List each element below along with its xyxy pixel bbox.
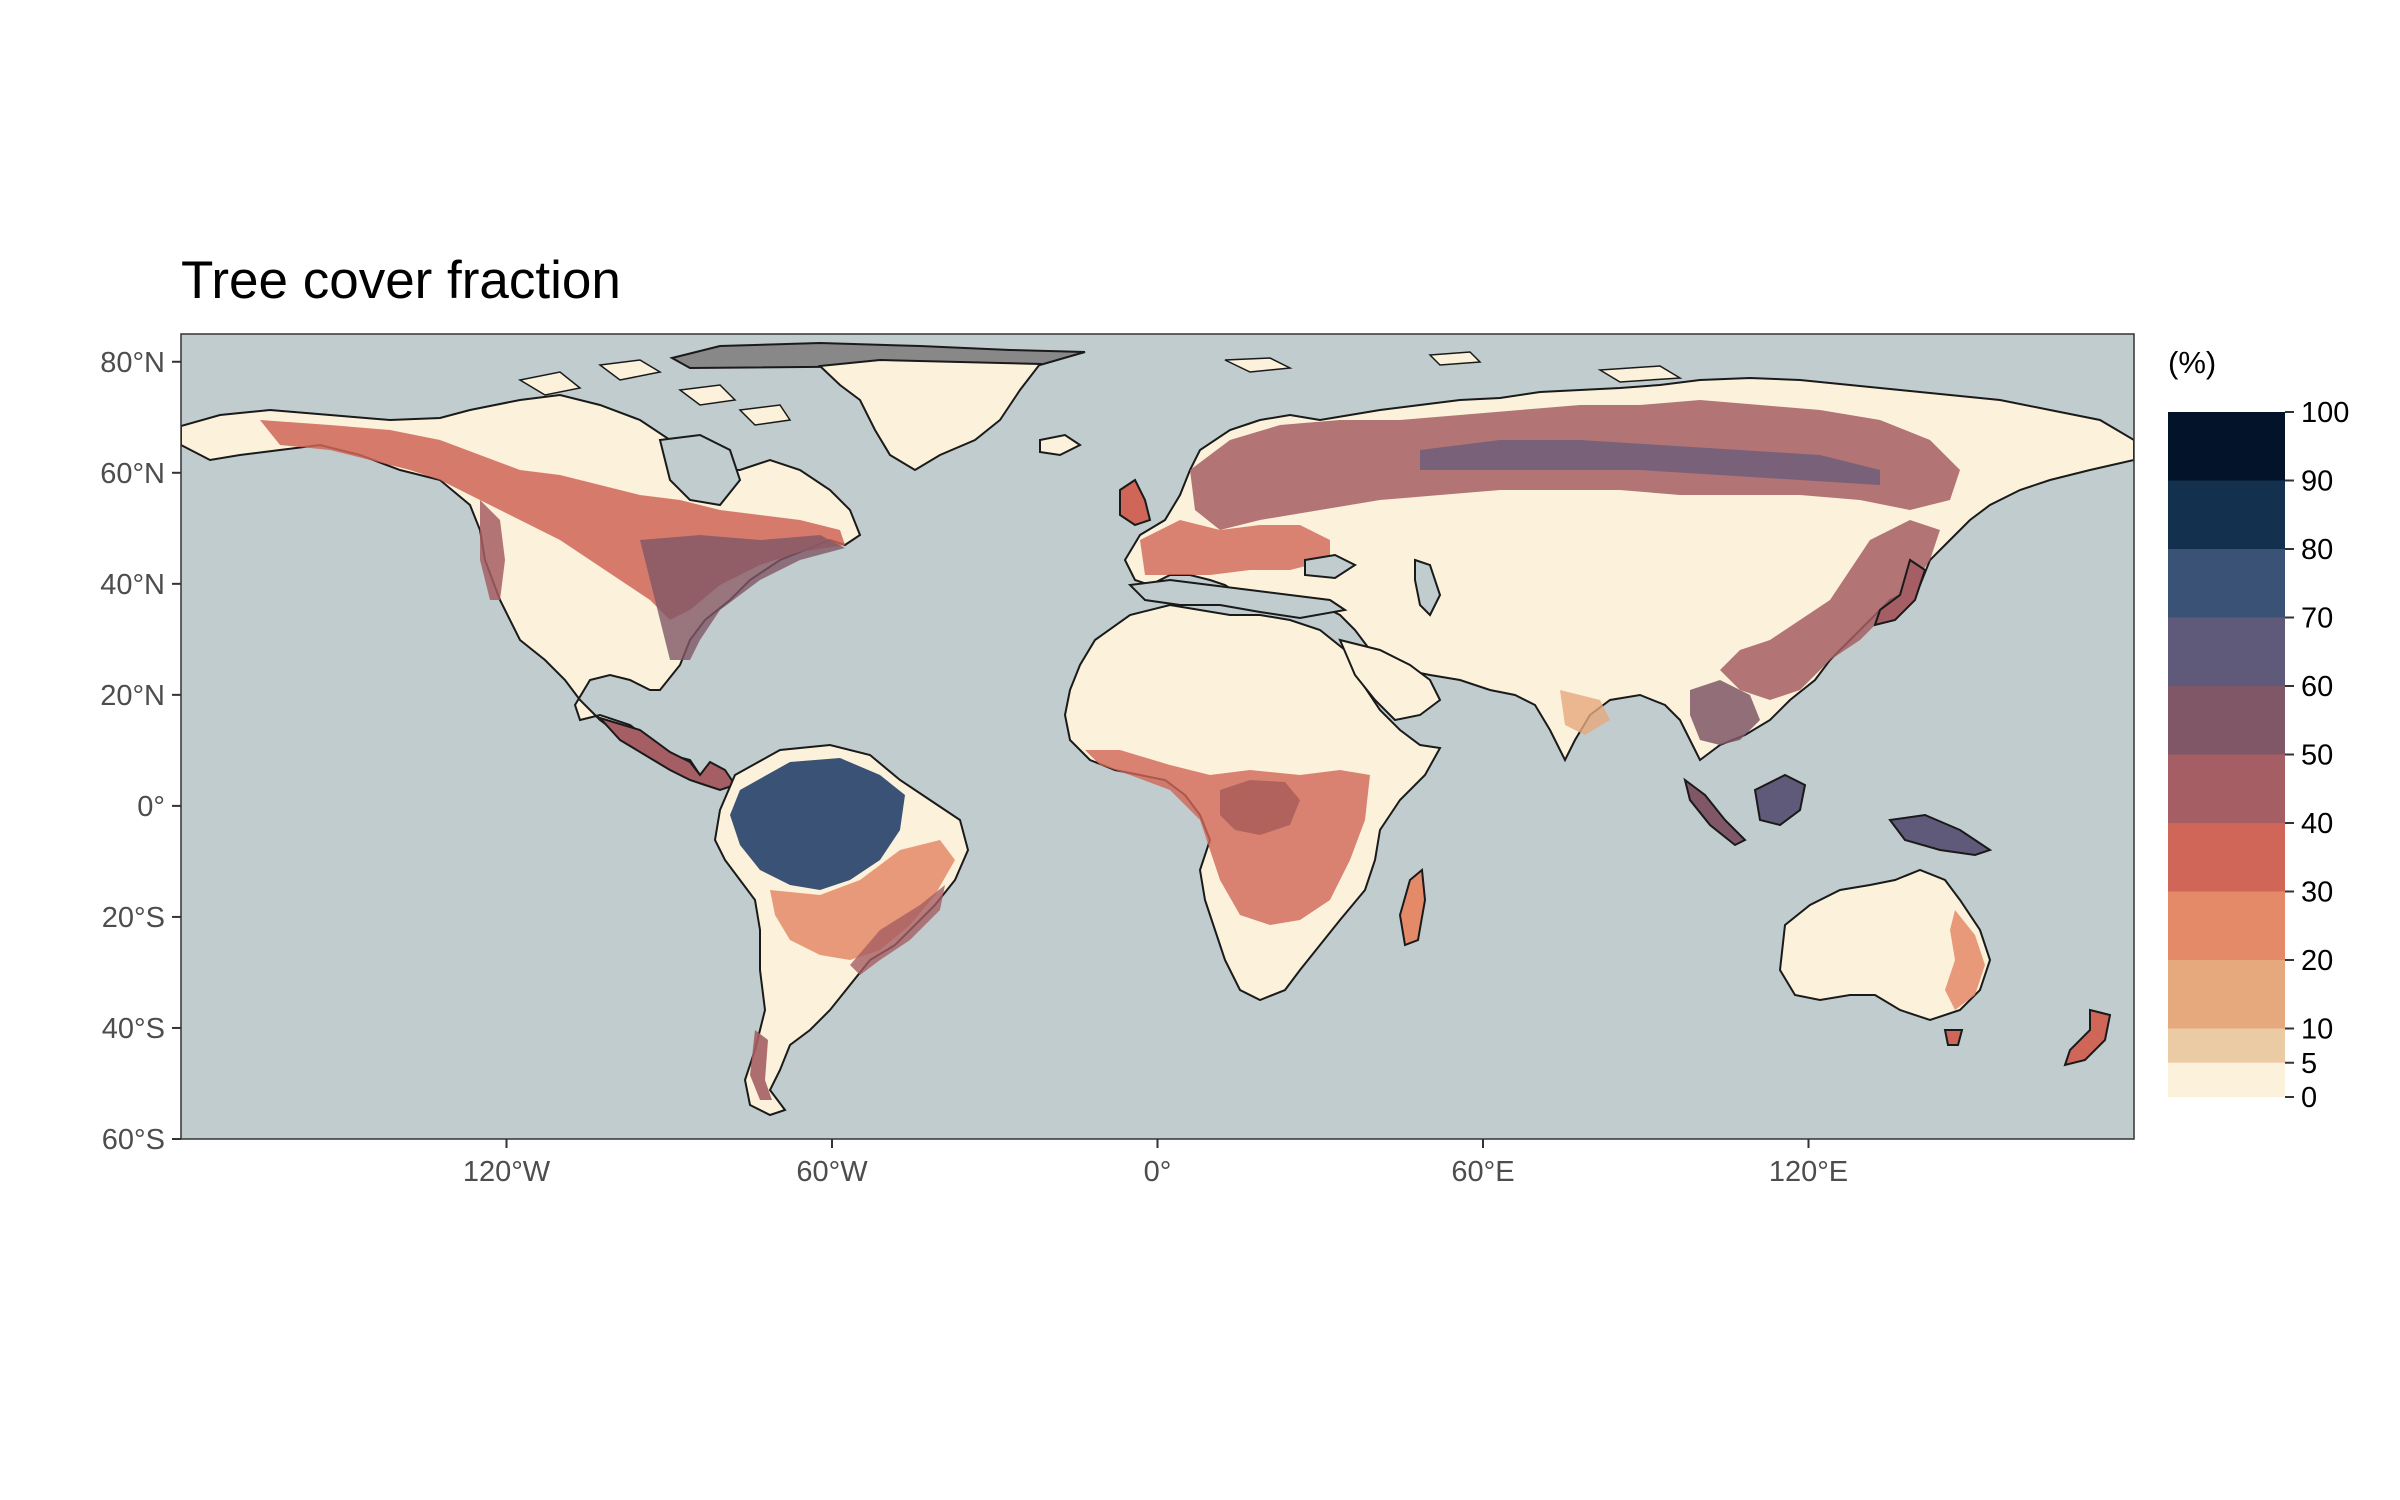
japan	[1873, 558, 1927, 627]
black-sea	[1304, 553, 1358, 580]
legend-label: 60	[2301, 671, 2333, 703]
legend-label: 30	[2301, 877, 2333, 909]
legend-swatch	[2168, 754, 2285, 823]
legend-swatch	[2168, 823, 2285, 892]
x-tick-label: 0°	[1144, 1156, 1172, 1188]
x-tick-label: 60°E	[1451, 1156, 1514, 1188]
legend-label: 0	[2301, 1082, 2317, 1114]
y-tick-label: 40°N	[100, 569, 165, 601]
southeast-asia-forest	[1690, 680, 1760, 745]
land-layer	[181, 341, 2134, 1117]
legend-swatch	[2168, 686, 2285, 755]
hudson-bay	[658, 433, 742, 507]
legend-colorbar	[2168, 412, 2285, 1097]
map-panel	[180, 333, 2135, 1140]
legend-label: 90	[2301, 466, 2333, 498]
sa-atlantic-forest	[850, 885, 945, 975]
legend-label: 10	[2301, 1014, 2333, 1046]
new-guinea	[1888, 813, 1993, 857]
na-east-forest	[640, 535, 845, 660]
legend-swatch	[2168, 412, 2285, 481]
sa-chile-forest	[750, 1030, 772, 1100]
new-zealand	[2063, 1008, 2112, 1067]
legend-label: 20	[2301, 945, 2333, 977]
y-tick-label: 60°S	[102, 1124, 165, 1156]
sumatra	[1683, 777, 1747, 847]
x-tick-label: 120°E	[1769, 1156, 1848, 1188]
legend-label: 80	[2301, 534, 2333, 566]
legend-label: 40	[2301, 808, 2333, 840]
legend-title: (%)	[2168, 345, 2216, 380]
legend-label: 100	[2301, 397, 2349, 429]
madagascar	[1398, 868, 1427, 947]
legend-label: 5	[2301, 1048, 2317, 1080]
canadian-archipelago	[517, 359, 792, 426]
sa-amazon-forest	[730, 758, 905, 890]
y-tick-label: 40°S	[102, 1013, 165, 1045]
legend-swatch	[2168, 617, 2285, 686]
legend-swatch	[2168, 549, 2285, 618]
arctic-islands	[1224, 351, 1683, 383]
borneo	[1753, 773, 1807, 827]
eurasia-forest-dark	[1420, 440, 1880, 485]
iceland	[1039, 433, 1082, 457]
x-tick-label: 60°W	[796, 1156, 868, 1188]
legend-label: 50	[2301, 740, 2333, 772]
y-tick-label: 20°N	[100, 680, 165, 712]
x-tick-label: 120°W	[463, 1156, 551, 1188]
x-axis: 120°W 60°W 0° 60°E 120°E	[463, 1139, 1848, 1188]
sa-forest-fringe	[770, 840, 955, 960]
y-tick-label: 0°	[137, 791, 165, 823]
australia-east-forest	[1945, 910, 1985, 1010]
caspian-sea	[1414, 558, 1442, 617]
mediterranean-sea	[1127, 578, 1348, 620]
y-tick-label: 20°S	[102, 902, 165, 934]
chart-title: Tree cover fraction	[181, 251, 621, 310]
india-forest	[1560, 690, 1610, 735]
europe-forest	[1140, 520, 1330, 575]
legend-swatch	[2168, 960, 2285, 1029]
british-isles	[1119, 478, 1152, 527]
y-tick-label: 80°N	[100, 347, 165, 379]
legend-swatch	[2168, 1062, 2285, 1097]
legend-swatch	[2168, 891, 2285, 960]
tasmania	[1943, 1029, 1964, 1046]
east-asia-forest	[1720, 520, 1940, 700]
legend-swatch	[2168, 1028, 2285, 1063]
y-tick-label: 60°N	[100, 458, 165, 490]
legend-label: 70	[2301, 603, 2333, 635]
greenland	[817, 358, 1042, 472]
australia	[1778, 868, 1992, 1022]
africa-savanna-woodland	[1085, 750, 1370, 925]
arabia	[1338, 638, 1442, 722]
legend-swatch	[2168, 480, 2285, 549]
y-axis: 80°N 60°N 40°N 20°N 0° 20°S 40°S 60°S	[100, 347, 181, 1156]
na-west-coast-forest	[480, 500, 505, 600]
